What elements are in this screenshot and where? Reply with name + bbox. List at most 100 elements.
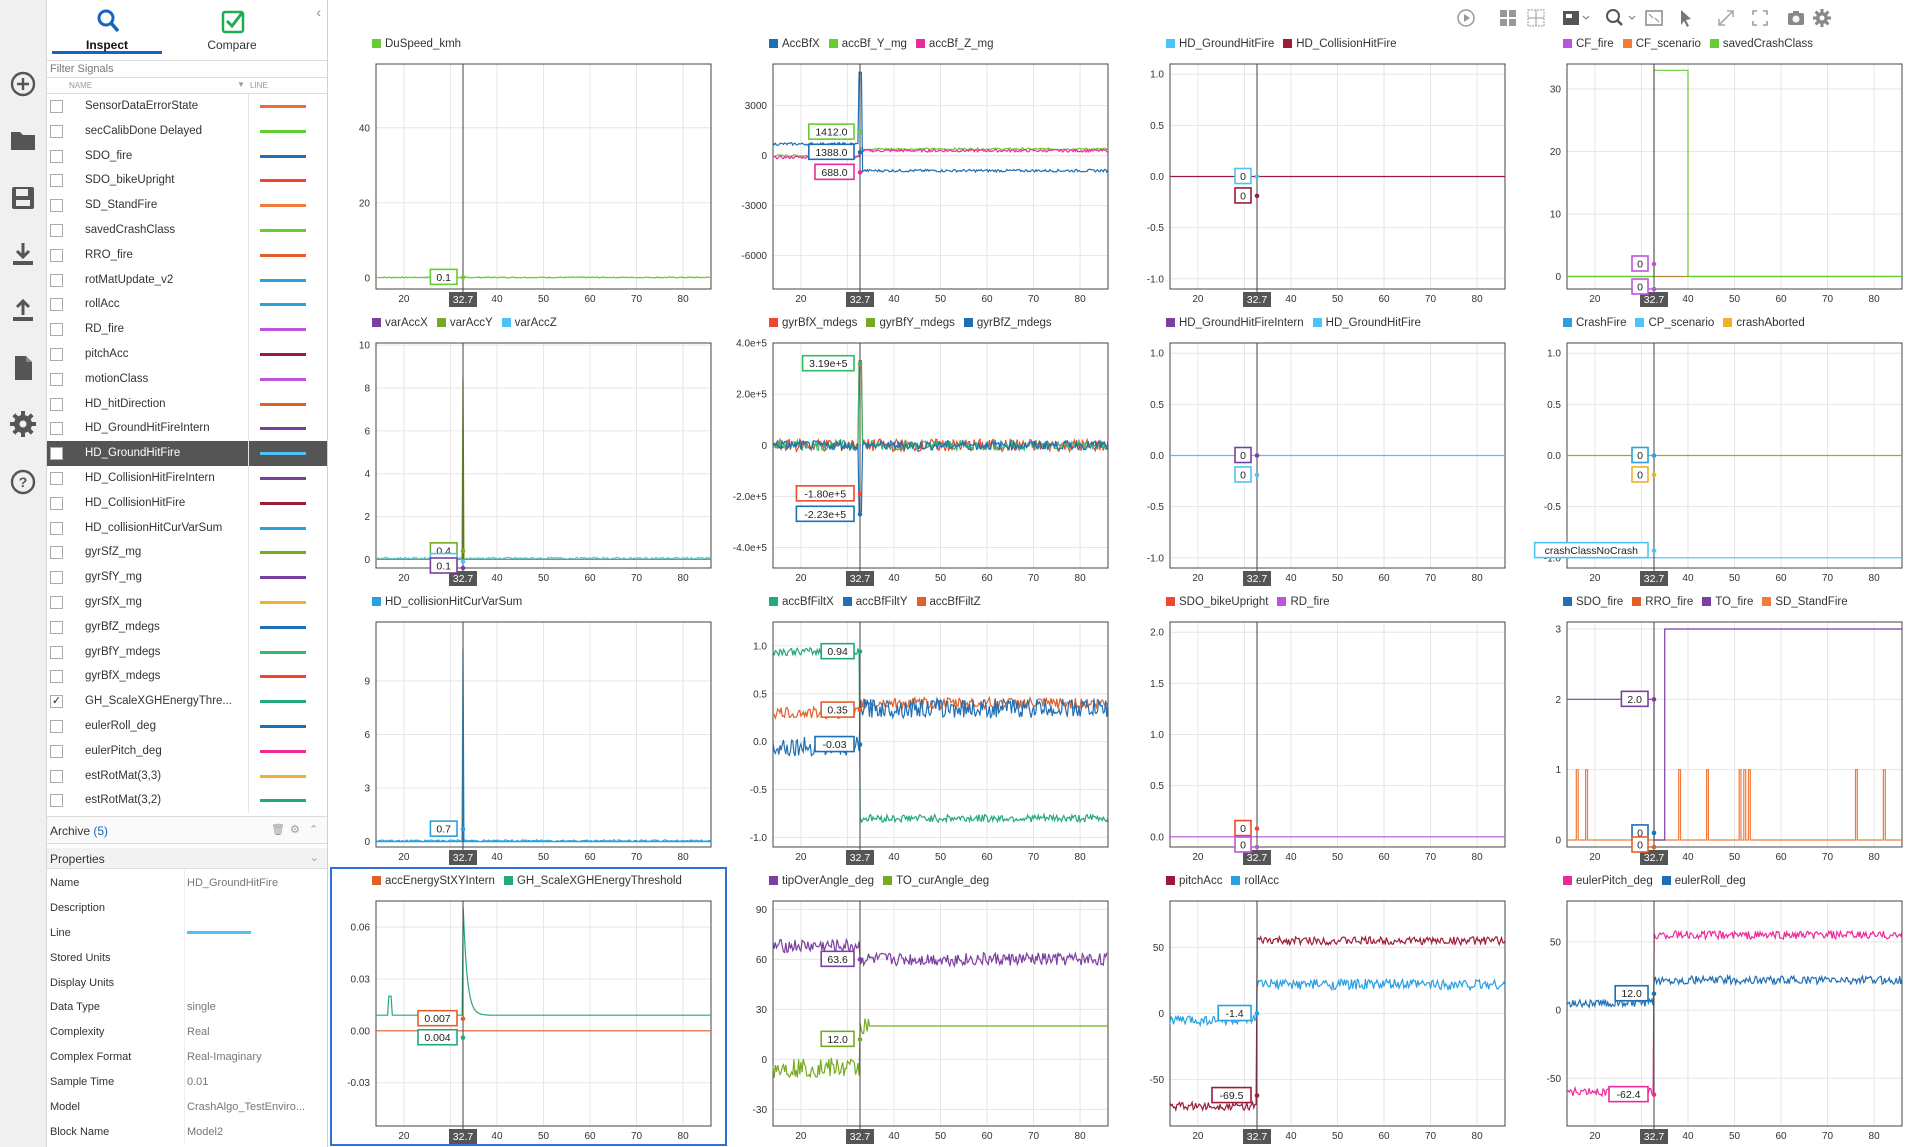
legend-item[interactable]: savedCrashClass xyxy=(1709,38,1813,50)
signal-row[interactable]: eulerPitch_deg xyxy=(47,738,327,764)
filter-signals-input[interactable] xyxy=(47,60,327,78)
signal-checkbox[interactable]: ✓ xyxy=(50,695,63,709)
legend-item[interactable]: crashAborted xyxy=(1723,317,1805,329)
signal-row[interactable]: SensorDataErrorState xyxy=(47,94,327,119)
signal-row[interactable]: pitchAcc xyxy=(47,341,327,367)
legend-item[interactable]: TO_curAngle_deg xyxy=(883,875,989,887)
signal-line-swatch[interactable] xyxy=(260,278,306,282)
cursor-time-badge[interactable] xyxy=(449,292,478,307)
signal-checkbox[interactable] xyxy=(50,620,63,634)
legend-item[interactable]: CF_scenario xyxy=(1622,38,1701,50)
legend-item[interactable]: RRO_fire xyxy=(1632,596,1693,608)
plot-cell[interactable]: CF_fire CF_scenario savedCrashClass 20 40 50 6… xyxy=(1521,30,1918,309)
cursor-time-badge[interactable] xyxy=(1640,571,1669,586)
plot-settings-icon[interactable] xyxy=(1811,7,1833,29)
signal-line-swatch[interactable] xyxy=(260,625,306,629)
signal-line-swatch[interactable] xyxy=(260,774,306,778)
legend-item[interactable]: tipOverAngle_deg xyxy=(769,875,874,887)
signal-row[interactable]: RD_fire xyxy=(47,317,327,342)
signal-line-swatch[interactable] xyxy=(260,526,306,530)
plot-cell[interactable]: pitchAcc rollAcc 20 40 50 60 70 80 -50 0 50 32.7 -1.… xyxy=(1124,867,1521,1146)
signal-checkbox[interactable] xyxy=(50,595,63,609)
signal-line-swatch[interactable] xyxy=(260,204,306,208)
plot-axes[interactable]: 20 40 50 60 70 80 -1.0 -0.5 0.0 0.5 1.0 32.7 0 0 crash… xyxy=(1521,309,1918,588)
export-icon[interactable] xyxy=(5,292,41,328)
folder-icon[interactable] xyxy=(5,122,41,158)
signal-row[interactable]: gyrSfY_mg xyxy=(47,565,327,590)
legend-item[interactable]: accBfFiltZ xyxy=(916,596,981,608)
signal-checkbox[interactable] xyxy=(50,670,63,684)
signal-row[interactable]: rotMatUpdate_v2 xyxy=(47,267,327,293)
legend-item[interactable]: varAccY xyxy=(436,317,493,329)
signal-line-swatch[interactable] xyxy=(260,352,306,356)
signal-line-swatch[interactable] xyxy=(260,228,306,232)
camera-icon[interactable] xyxy=(1785,7,1807,29)
signal-row[interactable]: SDO_bikeUpright xyxy=(47,168,327,194)
legend-item[interactable]: accBfFiltX xyxy=(769,596,834,608)
legend-item[interactable]: accBf_Y_mg xyxy=(828,38,907,50)
signal-row[interactable]: gyrBfX_mdegs xyxy=(47,664,327,690)
legend-item[interactable]: AccBfX xyxy=(769,38,820,50)
signal-checkbox[interactable] xyxy=(50,571,63,585)
plot-axes[interactable]: 20 40 50 60 70 80 -4.0e+5 -2.0e+5 0 2.0e+5 4.0e+5 3… xyxy=(727,309,1124,588)
signal-checkbox[interactable] xyxy=(50,199,63,213)
signal-checkbox[interactable] xyxy=(50,496,63,510)
signal-checkbox[interactable] xyxy=(50,298,63,312)
signal-line-swatch[interactable] xyxy=(260,650,306,654)
legend-item[interactable]: SDO_bikeUpright xyxy=(1166,596,1268,608)
plot-cell[interactable]: gyrBfX_mdegs gyrBfY_mdegs gyrBfZ_mdegs 20 40… xyxy=(727,309,1124,588)
signal-checkbox[interactable] xyxy=(50,422,63,436)
import-icon[interactable] xyxy=(5,236,41,272)
cursor-time-badge[interactable] xyxy=(449,1129,478,1144)
legend-item[interactable]: accBfFiltY xyxy=(842,596,908,608)
legend-item[interactable]: TO_fire xyxy=(1702,596,1753,608)
plot-cell[interactable]: HD_GroundHitFire HD_CollisionHitFire 20 40 5… xyxy=(1124,30,1521,309)
legend-item[interactable]: SD_StandFire xyxy=(1762,596,1848,608)
signal-row[interactable]: rollAcc xyxy=(47,292,327,318)
tab-compare[interactable]: Compare xyxy=(177,4,287,54)
signal-row[interactable]: gyrBfZ_mdegs xyxy=(47,614,327,640)
legend-item[interactable]: gyrBfX_mdegs xyxy=(769,317,857,329)
plot-cell[interactable]: eulerPitch_deg eulerRoll_deg 20 40 50 60 70 80 -… xyxy=(1521,867,1918,1146)
plot-axes[interactable]: 20 40 50 60 70 80 -6000 -3000 0 3000 32.7 1412.0 138… xyxy=(727,30,1124,309)
cursor-time-badge[interactable] xyxy=(1243,292,1272,307)
signal-row[interactable]: gyrSfX_mg xyxy=(47,589,327,615)
signal-checkbox[interactable] xyxy=(50,471,63,485)
legend-item[interactable]: HD_GroundHitFireIntern xyxy=(1166,317,1304,329)
plot-axes[interactable]: 20 40 50 60 70 80 -1.0 -0.5 0.0 0.5 1.0 32.7 0 0 xyxy=(1124,30,1521,309)
signal-checkbox[interactable] xyxy=(50,719,63,733)
signal-line-swatch[interactable] xyxy=(260,749,306,753)
signal-checkbox[interactable] xyxy=(50,100,63,113)
property-value[interactable]: single xyxy=(187,1001,216,1014)
legend-item[interactable]: pitchAcc xyxy=(1166,875,1222,887)
play-icon[interactable] xyxy=(1455,7,1477,29)
plot-cell[interactable]: HD_collisionHitCurVarSum 20 40 50 60 70 80 0 3 6 9… xyxy=(330,588,727,867)
cursor-time-badge[interactable] xyxy=(846,292,875,307)
tab-inspect[interactable]: Inspect xyxy=(52,4,162,54)
signal-line-swatch[interactable] xyxy=(260,452,306,456)
signal-row[interactable]: HD_hitDirection xyxy=(47,391,327,417)
signal-checkbox[interactable] xyxy=(50,521,63,535)
cursor-time-badge[interactable] xyxy=(449,850,478,865)
signal-line-swatch[interactable] xyxy=(260,303,306,307)
visualization-dropdown-icon[interactable] xyxy=(1561,7,1591,29)
signal-checkbox[interactable] xyxy=(50,546,63,560)
signal-row[interactable]: motionClass xyxy=(47,366,327,392)
expand-icon[interactable] xyxy=(1715,7,1737,29)
cursor-time-badge[interactable] xyxy=(449,571,478,586)
signal-row[interactable]: HD_CollisionHitFire xyxy=(47,490,327,516)
plot-axes[interactable]: 20 40 50 60 70 80 -30 0 30 60 90 32.7 63.6 12.0 xyxy=(727,867,1124,1146)
legend-item[interactable]: varAccX xyxy=(372,317,428,329)
zoom-icon[interactable] xyxy=(1605,7,1637,29)
plot-cell[interactable]: AccBfX accBf_Y_mg accBf_Z_mg 20 40 50 60 70 80 -6… xyxy=(727,30,1124,309)
plot-cell[interactable]: HD_GroundHitFireIntern HD_GroundHitFire 20… xyxy=(1124,309,1521,588)
plot-cell[interactable]: accBfFiltX accBfFiltY accBfFiltZ 20 40 50 60 70… xyxy=(727,588,1124,867)
legend-item[interactable]: eulerPitch_deg xyxy=(1563,875,1653,887)
cursor-time-badge[interactable] xyxy=(1640,292,1669,307)
signal-row[interactable]: RRO_fire xyxy=(47,242,327,268)
plot-axes[interactable]: 20 40 50 60 70 80 -50 0 50 32.7 -1.4 -69.5 xyxy=(1124,867,1521,1146)
signal-row[interactable]: savedCrashClass xyxy=(47,217,327,243)
cursor-time-badge[interactable] xyxy=(1243,850,1272,865)
